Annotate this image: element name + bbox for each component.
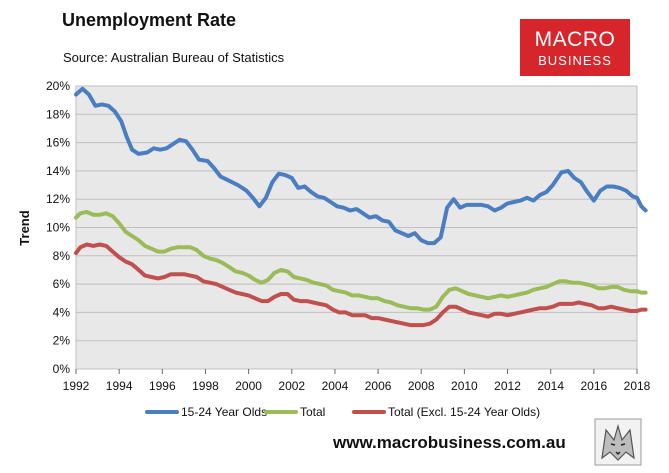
y-tick-label: 0% [53,362,71,376]
y-tick-label: 18% [46,107,70,121]
legend-label: Total (Excl. 15-24 Year Olds) [388,405,540,419]
legend-label: 15-24 Year Olds [181,405,267,419]
website-url: www.macrobusiness.com.au [333,433,566,452]
series-lines [74,86,648,328]
x-tick-label: 1992 [63,379,90,393]
y-tick-label: 20% [46,79,70,93]
x-axis-ticks: 1992 1994 1996 1998 2000 2002 2004 2006 2008 2010… [63,369,651,393]
legend: 15-24 Year Olds Total Total (Excl. 15-24 Y… [145,405,540,419]
y-tick-label: 6% [53,277,71,291]
series-line-1 [74,86,648,246]
x-tick-label: 1996 [149,379,176,393]
y-axis-label: Trend [17,210,32,245]
series-line-3 [74,242,648,328]
x-tick-label: 2002 [278,379,305,393]
chart-title: Unemployment Rate [62,10,237,30]
x-tick-label: 2014 [537,379,564,393]
y-tick-label: 8% [53,249,71,263]
x-tick-label: 2012 [494,379,521,393]
logo-line-2: BUSINESS [538,53,612,68]
wolf-mascot-icon [594,418,642,466]
y-tick-label: 2% [53,334,71,348]
x-tick-label: 2018 [624,379,651,393]
y-tick-label: 12% [46,192,70,206]
y-tick-label: 10% [46,221,70,235]
y-axis-ticks: 0% 2% 4% 6% 8% 10% 12% 14% 16% 18% 20% [46,79,70,376]
macrobusiness-logo: MACRO BUSINESS [520,19,630,76]
x-tick-label: 2004 [322,379,349,393]
x-tick-label: 2010 [451,379,478,393]
x-tick-label: 1998 [192,379,219,393]
x-tick-label: 2016 [580,379,607,393]
y-tick-label: 14% [46,164,70,178]
x-tick-label: 1994 [106,379,133,393]
logo-line-1: MACRO [534,28,616,51]
chart-subtitle: Source: Australian Bureau of Statistics [63,50,285,65]
x-tick-label: 2000 [235,379,262,393]
x-tick-label: 2008 [408,379,435,393]
x-tick-label: 2006 [365,379,392,393]
gridlines [76,85,637,342]
y-tick-label: 16% [46,136,70,150]
legend-label: Total [300,405,325,419]
y-tick-label: 4% [53,305,71,319]
series-line-2 [74,209,648,312]
